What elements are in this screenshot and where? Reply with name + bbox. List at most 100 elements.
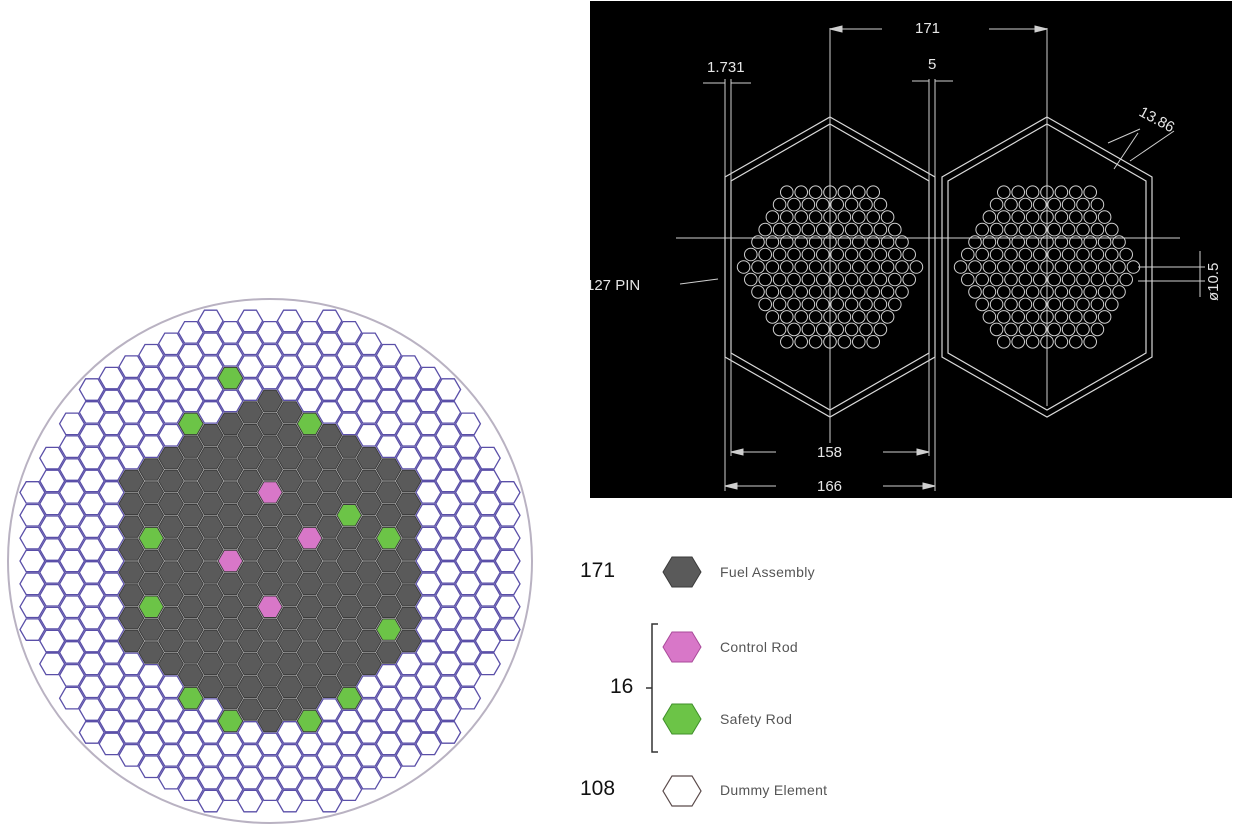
fuel-pin	[866, 285, 881, 299]
dummy-element-hex	[336, 366, 363, 390]
fuel-pin	[902, 272, 917, 287]
dummy-element-hex	[157, 332, 185, 356]
fuel-pin	[895, 260, 909, 274]
fuel-pin	[1025, 335, 1040, 349]
fuel-assembly-hex	[177, 526, 204, 550]
fuel-pin	[1025, 185, 1040, 199]
dummy-element-hex	[355, 378, 383, 401]
fuel-assembly-hex	[177, 458, 204, 481]
dummy-element-hex	[276, 743, 303, 767]
fuel-pin	[780, 285, 794, 299]
fuel-pin	[1076, 322, 1090, 337]
fuel-pin	[1054, 235, 1069, 249]
fuel-pin	[1047, 272, 1062, 287]
fuel-pin	[968, 260, 982, 274]
dummy-element-hex	[355, 355, 383, 379]
fuel-pin	[888, 272, 902, 287]
fuel-assembly-hex	[217, 572, 244, 596]
fuel-pin	[989, 297, 1004, 312]
fuel-assembly-hex	[336, 458, 363, 481]
dummy-element-hex	[19, 549, 46, 573]
fuel-assembly-hex	[257, 618, 283, 641]
fuel-assembly-hex	[118, 629, 145, 653]
dummy-element-hex	[197, 743, 224, 767]
dummy-element-hex	[19, 595, 46, 619]
fuel-pin	[866, 185, 881, 199]
fuel-pin	[1083, 185, 1098, 199]
fuel-assembly-hex	[316, 561, 343, 584]
dummy-element-hex	[138, 732, 165, 756]
fuel-assembly-hex	[356, 446, 382, 470]
fuel-assembly-hex	[257, 664, 283, 687]
fuel-assembly-hex	[158, 584, 184, 607]
dummy-element-hex	[474, 606, 501, 630]
fuel-pin	[1069, 235, 1083, 249]
dummy-element-hex	[98, 595, 125, 619]
dummy-element-hex	[217, 755, 244, 779]
fuel-assembly-icon	[662, 556, 702, 588]
fuel-assembly-hex	[217, 595, 244, 618]
dummy-element-hex	[237, 721, 264, 744]
fuel-pin	[1004, 222, 1018, 237]
fuel-pin	[1004, 297, 1018, 312]
dummy-element-hex	[157, 675, 185, 699]
fuel-pin	[975, 297, 990, 312]
fuel-pin	[1083, 235, 1098, 249]
fuel-assembly-hex	[296, 641, 323, 664]
fuel-pin	[1105, 247, 1119, 262]
fuel-assembly-hex	[177, 641, 204, 664]
fuel-assembly-hex	[276, 652, 303, 676]
fuel-assembly-hex	[276, 698, 303, 721]
dummy-element-hex	[237, 355, 264, 379]
dummy-element-hex	[197, 332, 224, 356]
fuel-assembly-hex	[276, 515, 303, 538]
fuel-pin	[1061, 297, 1076, 312]
fuel-pin	[859, 247, 873, 262]
legend-label-safety: Safety Rod	[720, 711, 793, 727]
fuel-pin	[1033, 247, 1047, 262]
dummy-element-hex	[355, 423, 383, 447]
fuel-pin	[852, 260, 866, 274]
fuel-assembly-hex	[316, 652, 343, 676]
dim-label-5: 5	[928, 56, 936, 73]
dummy-element-hex	[336, 778, 363, 802]
dummy-element-hex	[39, 446, 66, 470]
fuel-assembly-hex	[237, 652, 264, 676]
fuel-assembly-hex	[197, 469, 224, 493]
dummy-element-hex	[39, 561, 66, 584]
dummy-element-hex	[375, 663, 402, 687]
fuel-assembly-hex	[197, 446, 224, 470]
fuel-pin	[830, 197, 844, 212]
fuel-pin	[1054, 210, 1069, 224]
fuel-pin	[1090, 297, 1105, 312]
fuel-assembly-hex	[197, 515, 224, 538]
dummy-element-hex	[415, 572, 442, 596]
dummy-element-hex	[197, 309, 224, 333]
dummy-element-hex	[157, 378, 185, 401]
dummy-element-hex	[58, 458, 86, 481]
dummy-element-hex	[138, 412, 165, 436]
control-rod-icon	[662, 631, 702, 663]
dummy-element-hex	[118, 698, 145, 721]
dummy-element-hex	[474, 538, 501, 561]
dummy-element-hex	[138, 343, 165, 367]
dummy-element-hex	[58, 549, 86, 573]
safety-rod-hex	[336, 504, 363, 527]
safety-rod-hex	[217, 366, 244, 390]
dummy-element-hex	[435, 515, 462, 539]
fuel-assembly-hex	[257, 458, 283, 481]
fuel-pin	[780, 335, 794, 349]
dummy-element-hex	[415, 618, 442, 641]
fuel-assembly-hex	[217, 641, 244, 664]
fuel-assembly-hex	[177, 572, 204, 596]
dummy-element-hex	[296, 732, 323, 756]
dummy-element-hex	[78, 698, 105, 721]
fuel-assembly-hex	[336, 595, 363, 618]
fuel-pin	[968, 235, 982, 249]
fuel-assembly-hex	[336, 618, 363, 641]
fuel-pin	[1018, 222, 1033, 237]
fuel-pin	[1054, 185, 1069, 199]
fuel-assembly-hex	[276, 675, 303, 698]
fuel-pin	[1069, 310, 1083, 324]
fuel-pin	[1004, 247, 1018, 262]
